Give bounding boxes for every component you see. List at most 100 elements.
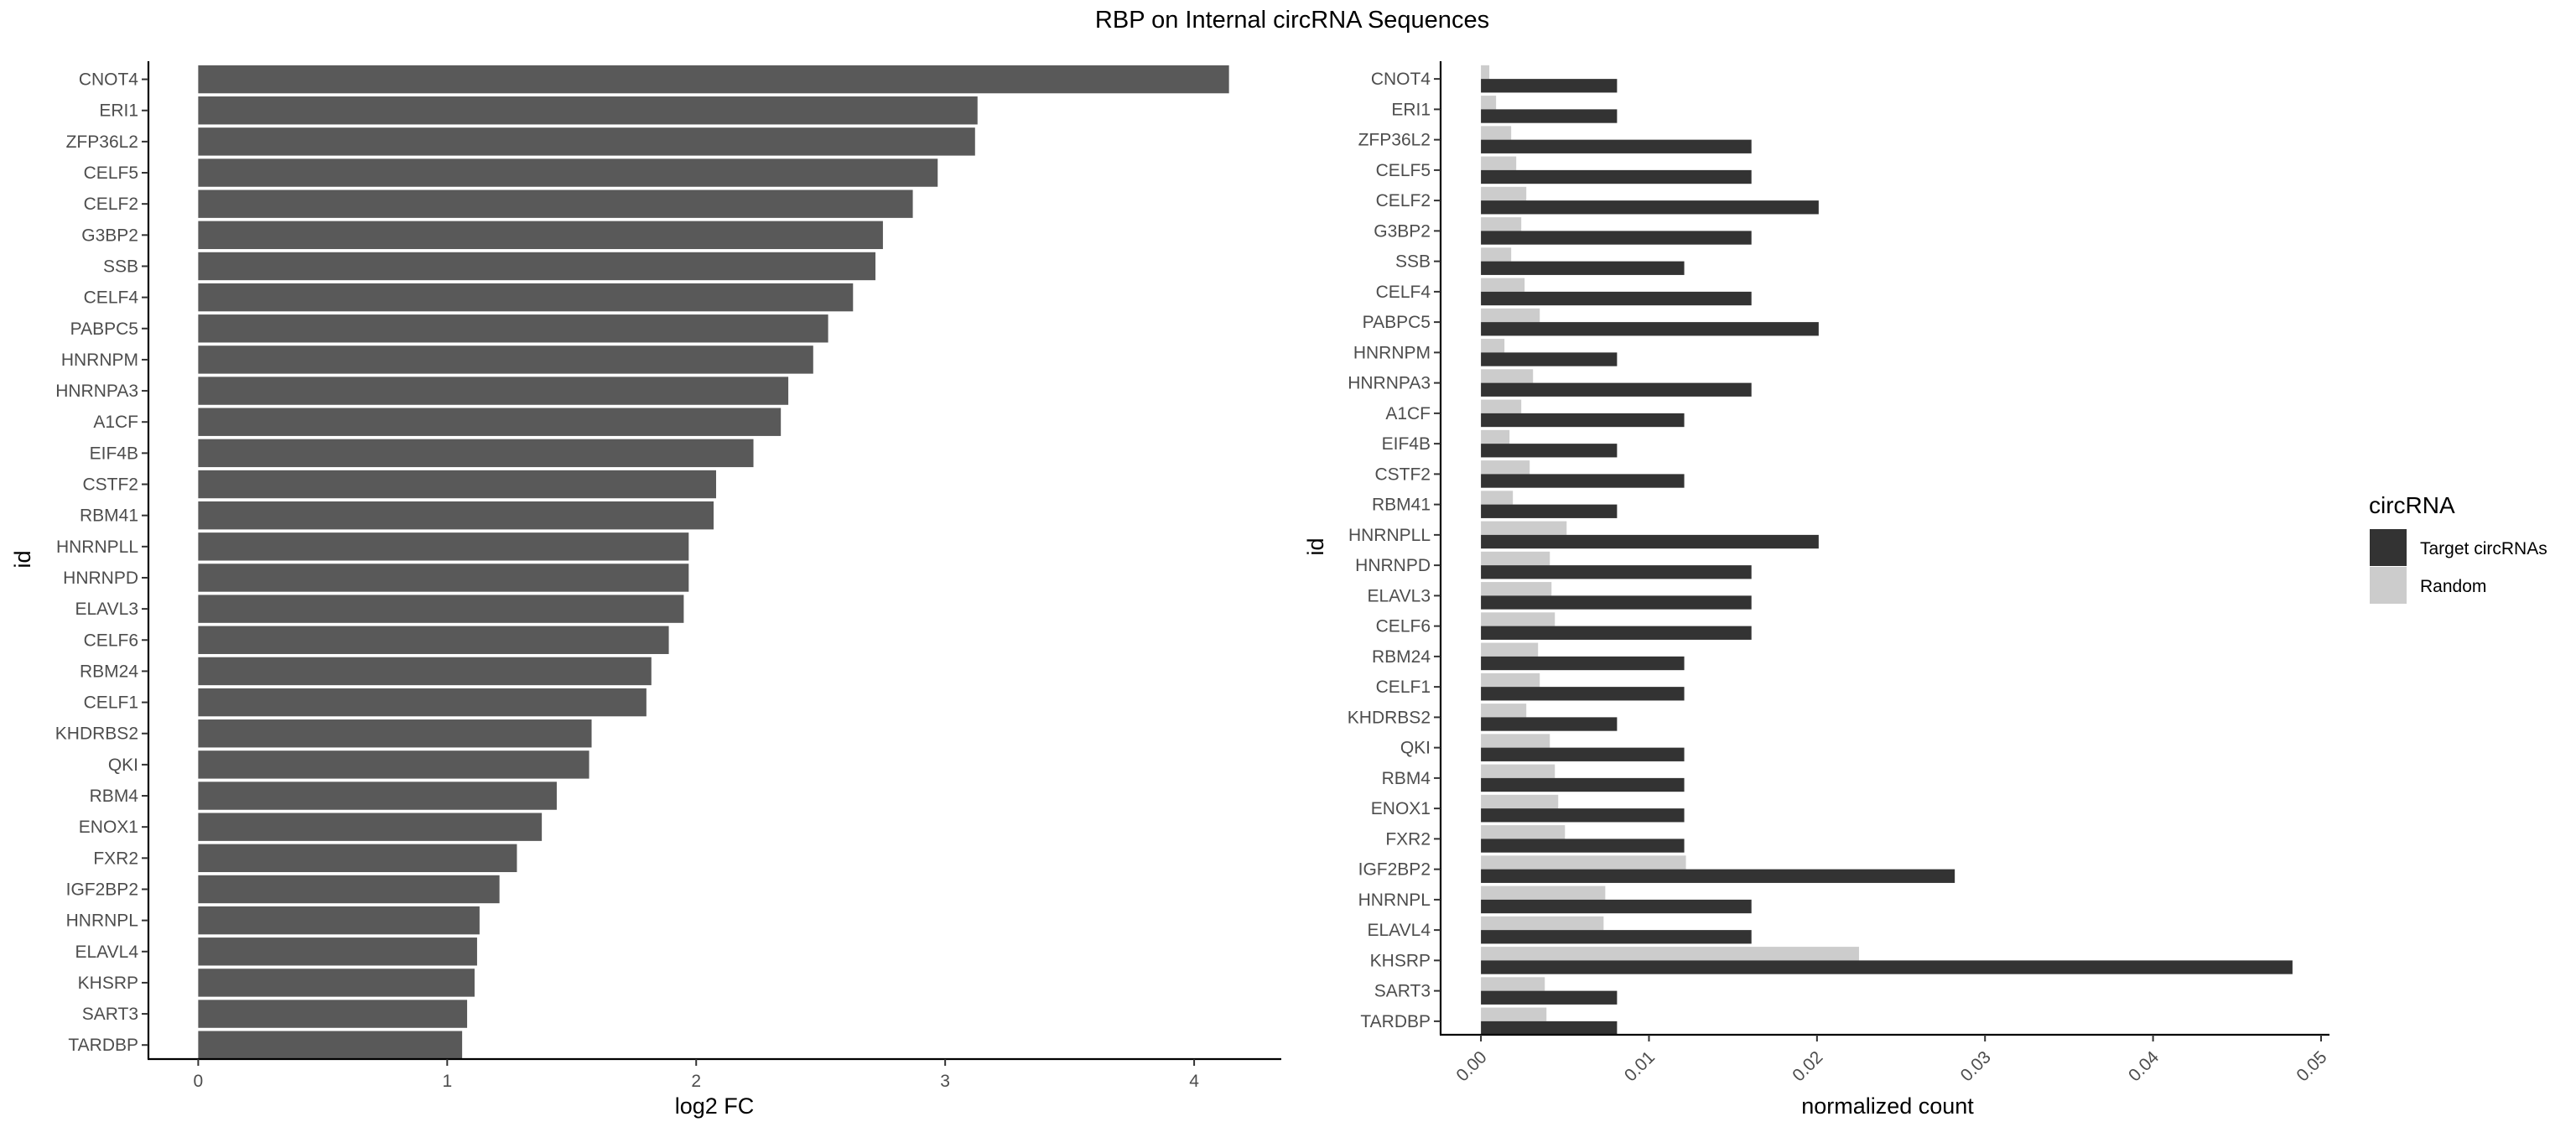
legend-label-target-circrnas: Target circRNAs (2420, 539, 2547, 558)
bar-target-circrnas-qki (1481, 747, 1685, 761)
bar-target-circrnas-elavl4 (1481, 930, 1752, 944)
bar-tardbp (198, 1031, 463, 1059)
right-y-tick-label-a1cf: A1CF (1385, 404, 1431, 423)
bar-target-circrnas-fxr2 (1481, 839, 1685, 853)
right-y-tick-label-celf6: CELF6 (1376, 617, 1431, 636)
right-y-tick-label-cstf2: CSTF2 (1374, 465, 1431, 484)
bar-target-circrnas-cnot4 (1481, 79, 1618, 93)
y-tick-label-celf1: CELF1 (84, 693, 138, 713)
bar-random-eri1 (1481, 96, 1497, 110)
y-tick-label-celf4: CELF4 (84, 288, 139, 308)
bar-hnrnpm (198, 345, 813, 374)
y-tick-label-eif4b: EIF4B (90, 444, 138, 463)
bar-elavl4 (198, 937, 477, 966)
y-tick-label-rbm41: RBM41 (80, 506, 138, 526)
bar-target-circrnas-cstf2 (1481, 474, 1685, 488)
right-y-tick-label-hnrnpll: HNRNPLL (1348, 526, 1431, 545)
bar-target-circrnas-hnrnpll (1481, 534, 1819, 549)
bar-target-circrnas-pabpc5 (1481, 322, 1819, 336)
y-tick-label-ssb: SSB (103, 257, 138, 276)
y-tick-label-hnrnpll: HNRNPLL (56, 538, 138, 557)
right-x-tick-label-0-01: 0.01 (1621, 1047, 1659, 1085)
bar-rbm4 (198, 782, 557, 810)
bar-random-ssb (1481, 247, 1512, 262)
bar-target-circrnas-rbm24 (1481, 656, 1685, 671)
right-y-tick-label-hnrnpm: HNRNPM (1353, 343, 1431, 362)
bar-target-circrnas-celf4 (1481, 291, 1752, 306)
right-y-tick-label-celf2: CELF2 (1376, 191, 1431, 210)
y-tick-label-rbm24: RBM24 (80, 662, 138, 681)
legend-label-random: Random (2420, 577, 2486, 596)
bar-target-circrnas-celf1 (1481, 687, 1685, 701)
right-y-tick-label-rbm4: RBM4 (1382, 769, 1431, 788)
bar-target-circrnas-khsrp (1481, 960, 2293, 974)
x-tick-label-0: 0 (194, 1072, 204, 1091)
bar-enox1 (198, 813, 543, 841)
bar-target-circrnas-zfp36l2 (1481, 139, 1752, 153)
y-tick-label-celf5: CELF5 (84, 164, 138, 183)
x-tick-label-2: 2 (691, 1072, 701, 1091)
right-x-tick-label-0-00: 0.00 (1452, 1047, 1490, 1085)
right-y-tick-label-fxr2: FXR2 (1385, 829, 1431, 849)
bar-random-cnot4 (1481, 65, 1490, 80)
right-y-tick-label-elavl3: ELAVL3 (1368, 586, 1431, 605)
right-y-tick-label-eif4b: EIF4B (1382, 434, 1431, 454)
y-tick-label-sart3: SART3 (82, 1005, 138, 1024)
bar-random-hnrnpa3 (1481, 369, 1534, 383)
bar-random-khsrp (1481, 947, 1859, 961)
right-y-tick-label-sart3: SART3 (1374, 982, 1431, 1001)
y-tick-label-elavl4: ELAVL4 (75, 943, 139, 962)
figure-title: RBP on Internal circRNA Sequences (1095, 7, 1489, 34)
bar-random-eif4b (1481, 429, 1510, 444)
y-tick-label-hnrnpm: HNRNPM (61, 351, 138, 370)
bar-hnrnpd (198, 564, 689, 592)
bar-fxr2 (198, 844, 517, 873)
bar-random-enox1 (1481, 794, 1559, 809)
bar-target-circrnas-hnrnpa3 (1481, 382, 1752, 397)
legend-key-target-circrnas (2370, 529, 2407, 566)
bar-target-circrnas-hnrnpm (1481, 352, 1618, 366)
bar-random-celf1 (1481, 673, 1540, 688)
y-tick-label-khsrp: KHSRP (78, 974, 138, 993)
bar-target-circrnas-tardbp (1481, 1021, 1618, 1036)
bar-random-tardbp (1481, 1007, 1547, 1021)
bar-target-circrnas-g3bp2 (1481, 231, 1752, 245)
bar-pabpc5 (198, 314, 828, 343)
bar-celf5 (198, 158, 938, 187)
left-y-axis-title: id (10, 550, 35, 568)
right-y-tick-label-cnot4: CNOT4 (1371, 70, 1431, 89)
right-x-tick-label-0-04: 0.04 (2125, 1047, 2163, 1085)
right-y-tick-label-elavl4: ELAVL4 (1368, 921, 1431, 940)
right-y-tick-label-ssb: SSB (1395, 252, 1431, 272)
y-tick-label-igf2bp2: IGF2BP2 (66, 880, 138, 899)
bar-random-celf5 (1481, 156, 1517, 170)
legend: circRNA Target circRNAs Random (2369, 492, 2547, 604)
bar-target-circrnas-eri1 (1481, 109, 1618, 123)
bar-celf4 (198, 283, 854, 312)
bar-igf2bp2 (198, 875, 500, 904)
x-tick-label-3: 3 (940, 1072, 950, 1091)
bar-random-khdrbs2 (1481, 704, 1527, 718)
y-tick-label-eri1: ERI1 (99, 101, 138, 121)
y-tick-label-qki: QKI (108, 756, 138, 775)
bar-random-celf6 (1481, 612, 1555, 626)
y-tick-label-celf2: CELF2 (84, 195, 138, 214)
normalized-count-bar-chart: CNOT4 ERI1 ZFP36L2 CELF5 CELF2 G3BP2 SSB CELF4 P… (1303, 61, 2331, 1119)
bar-random-elavl3 (1481, 582, 1552, 596)
y-tick-label-fxr2: FXR2 (93, 849, 138, 868)
right-y-tick-label-hnrnpl: HNRNPL (1358, 891, 1431, 910)
y-tick-label-a1cf: A1CF (93, 413, 138, 432)
y-tick-label-hnrnpa3: HNRNPA3 (55, 382, 138, 401)
bar-target-circrnas-celf2 (1481, 200, 1819, 215)
bar-random-celf2 (1481, 186, 1527, 201)
bar-zfp36l2 (198, 127, 975, 156)
right-x-axis-title: normalized count (1801, 1093, 1974, 1119)
right-y-tick-label-celf4: CELF4 (1376, 283, 1431, 302)
bar-sart3 (198, 1000, 468, 1028)
bar-random-elavl4 (1481, 916, 1604, 931)
left-x-axis-title: log2 FC (675, 1093, 755, 1119)
legend-title: circRNA (2369, 492, 2455, 518)
bar-target-circrnas-hnrnpd (1481, 565, 1752, 579)
log2fc-bar-chart: CNOT4 ERI1 ZFP36L2 CELF5 CELF2 G3BP2 SSB CELF4 P… (10, 61, 1281, 1119)
right-y-tick-label-zfp36l2: ZFP36L2 (1358, 131, 1431, 150)
